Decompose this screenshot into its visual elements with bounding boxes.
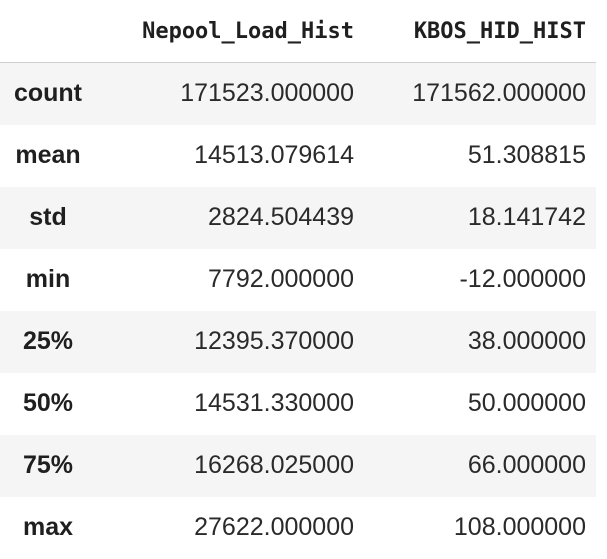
table-cell: 108.000000: [453, 513, 586, 541]
column-header-nepool-load-hist: Nepool_Load_Hist: [96, 0, 364, 63]
table-body: count 171523.000000 171562.000000 mean 1…: [0, 62, 596, 559]
table-cell: 16268.025000: [194, 451, 354, 479]
table-cell: 171523.000000: [180, 79, 354, 108]
table-cell: 50.000000: [467, 389, 586, 417]
table-row: 25% 12395.370000 38.000000: [0, 310, 596, 373]
table-row: max 27622.000000 108.000000: [0, 496, 596, 559]
table-cell: 12395.370000: [194, 327, 354, 355]
row-label: 50%: [22, 389, 74, 417]
table-row: min 7792.000000 -12.000000: [0, 248, 596, 311]
table-cell: 38.000000: [467, 327, 586, 355]
table-row: 75% 16268.025000 66.000000: [0, 434, 596, 497]
table-cell: 14531.330000: [194, 389, 354, 417]
row-label: min: [25, 265, 71, 293]
table-header: Nepool_Load_Hist KBOS_HID_HIST: [0, 0, 596, 63]
table-cell: -12.000000: [459, 265, 586, 293]
row-label: 25%: [22, 327, 74, 355]
table-row: count 171523.000000 171562.000000: [0, 62, 596, 125]
table-cell: 171562.000000: [412, 79, 586, 108]
row-label: std: [29, 203, 67, 231]
table-cell: 51.308815: [467, 141, 586, 169]
table-cell: 2824.504439: [208, 203, 354, 231]
row-label: mean: [15, 141, 81, 169]
row-label: 75%: [22, 451, 74, 479]
header-row: Nepool_Load_Hist KBOS_HID_HIST: [0, 0, 596, 63]
table-cell: 14513.079614: [194, 141, 354, 169]
table-cell: 27622.000000: [194, 513, 354, 541]
table-row: std 2824.504439 18.141742: [0, 186, 596, 249]
table-row: mean 14513.079614 51.308815: [0, 124, 596, 187]
table-cell: 7792.000000: [208, 265, 354, 293]
row-label: count: [13, 79, 83, 108]
column-header-kbos-hid-hist: KBOS_HID_HIST: [364, 0, 596, 63]
index-header: [0, 0, 96, 63]
table-cell: 66.000000: [467, 451, 586, 479]
table-cell: 18.141742: [467, 203, 586, 231]
row-label: max: [22, 513, 74, 541]
table-row: 50% 14531.330000 50.000000: [0, 372, 596, 435]
